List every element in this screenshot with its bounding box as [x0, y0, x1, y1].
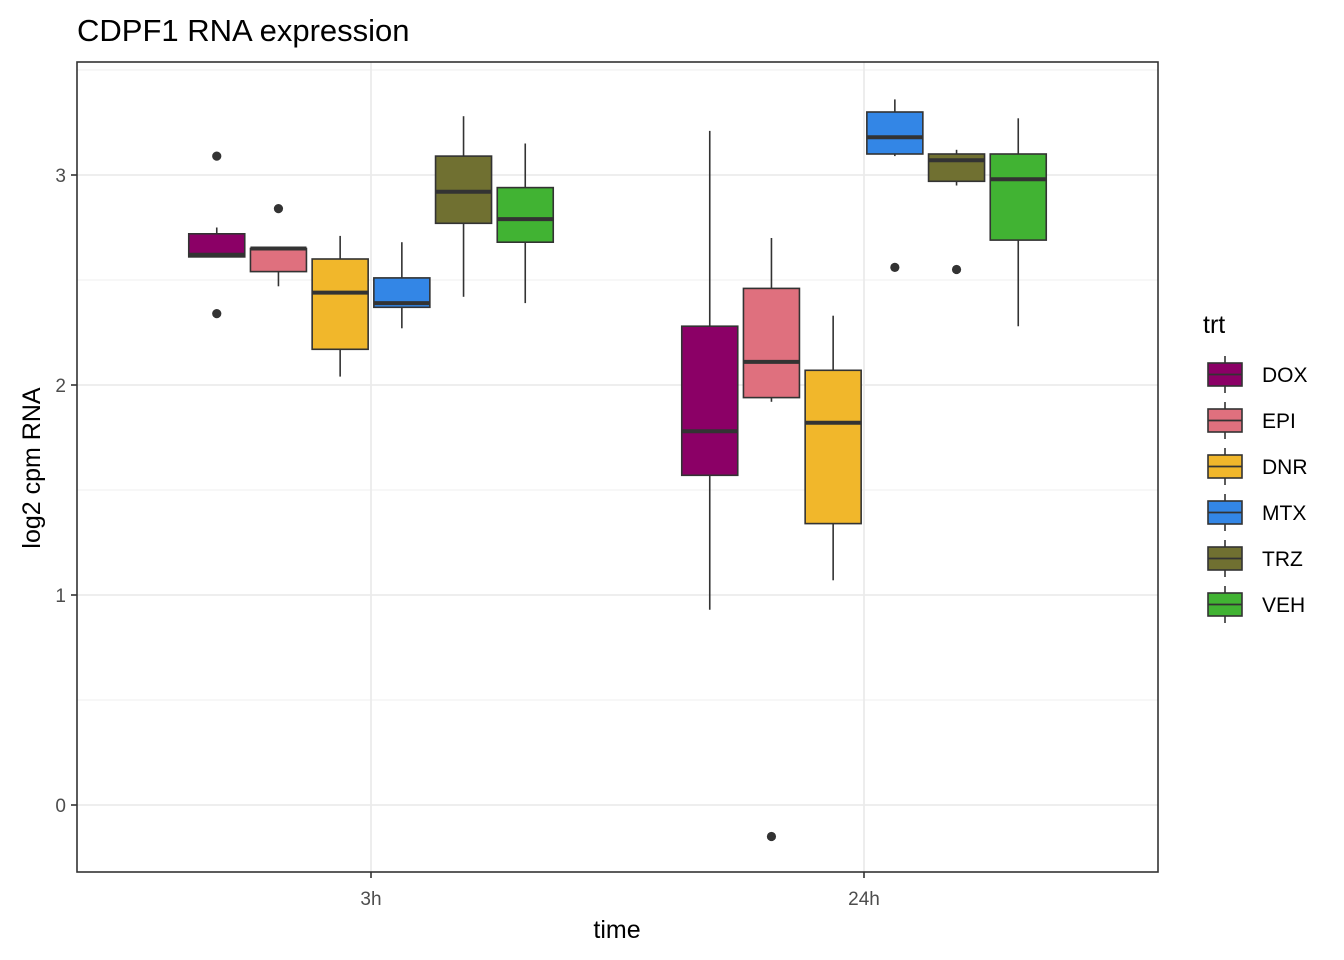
legend-label: DNR	[1262, 456, 1308, 479]
box-mtx-24h	[866, 99, 924, 272]
y-axis-title: log2 cpm RNA	[18, 387, 46, 548]
box-body	[680, 325, 739, 477]
y-tick-label: 0	[55, 796, 66, 817]
box-dnr-3h	[311, 235, 369, 377]
box-body	[187, 233, 246, 258]
legend-item-epi: EPI	[1207, 402, 1296, 439]
y-tick-label: 3	[55, 166, 66, 187]
outlier-point	[212, 151, 222, 161]
box-trz-3h	[434, 116, 493, 297]
legend-item-mtx: MTX	[1207, 494, 1306, 531]
y-tick-label: 2	[55, 376, 66, 397]
legend-title: trt	[1203, 311, 1225, 339]
box-body	[804, 369, 862, 525]
box-dnr-24h	[804, 315, 862, 581]
box-mtx-3h	[373, 242, 431, 329]
box-body	[249, 247, 308, 273]
legend-item-veh: VEH	[1207, 586, 1305, 623]
legend-label: MTX	[1262, 502, 1306, 525]
y-axis: 0 1 2 3	[55, 166, 77, 817]
plot-panel	[76, 61, 1159, 873]
y-tick-label: 1	[55, 586, 66, 607]
panel-border	[76, 61, 1159, 873]
x-axis: 3h 24h	[360, 872, 880, 910]
legend-label: VEH	[1262, 594, 1305, 617]
x-tick-label: 3h	[360, 889, 381, 910]
box-body	[989, 153, 1048, 241]
box-veh-3h	[496, 143, 555, 304]
chart-title: CDPF1 RNA expression	[77, 13, 410, 48]
box-body	[927, 153, 986, 183]
outlier-point	[890, 262, 900, 272]
box-trz-24h	[927, 149, 986, 275]
outlier-point	[951, 264, 962, 275]
legend-label: EPI	[1262, 410, 1296, 433]
x-tick-label: 24h	[848, 889, 880, 910]
legend-label: TRZ	[1262, 548, 1303, 571]
box-body	[311, 258, 369, 351]
panel-background	[77, 62, 1158, 872]
legend-item-dnr: DNR	[1207, 448, 1308, 485]
legend-item-dox: DOX	[1207, 356, 1308, 393]
legend-label: DOX	[1262, 364, 1308, 387]
x-axis-title: time	[593, 916, 640, 944]
outlier-point	[212, 309, 222, 319]
box-epi-3h	[249, 204, 308, 287]
box-dox-24h	[680, 130, 739, 610]
box-body	[496, 186, 555, 244]
outlier-point	[766, 831, 777, 842]
legend-item-trz: TRZ	[1207, 540, 1303, 577]
box-body	[434, 155, 493, 225]
box-dox-3h	[187, 151, 246, 319]
box-veh-24h	[989, 118, 1048, 327]
legend: trt DOX EPI DNR MTX TRZ VEH	[1203, 311, 1308, 623]
box-body	[742, 287, 801, 399]
box-epi-24h	[742, 238, 801, 842]
box-body	[866, 111, 924, 155]
outlier-point	[273, 204, 284, 214]
